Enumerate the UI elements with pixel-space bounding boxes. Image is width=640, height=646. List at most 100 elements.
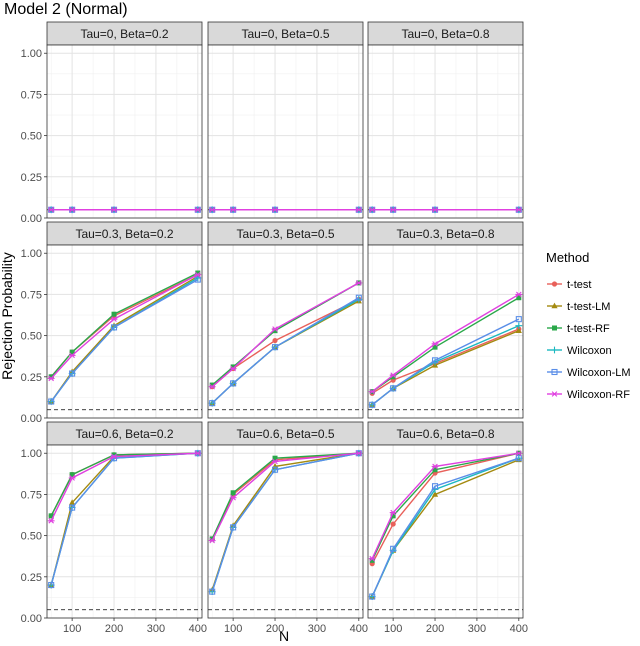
series-line — [371, 318, 520, 406]
data-point — [271, 206, 279, 213]
data-point-shape — [230, 490, 236, 496]
panel: Tau=0, Beta=0.8 — [367, 21, 524, 219]
series-line — [211, 452, 359, 540]
data-point — [431, 206, 439, 213]
legend-label: Wilcoxon-RF — [567, 389, 630, 401]
data-point — [431, 341, 439, 347]
data-point-shape — [390, 385, 397, 392]
panel-background — [208, 245, 363, 418]
panel-border — [367, 44, 524, 219]
panel-background — [47, 245, 202, 418]
y-tick-label: 0.25 — [21, 172, 42, 184]
data-point — [110, 453, 118, 460]
data-point-shape — [271, 326, 279, 332]
facet-strip-label: Tau=0.3, Beta=0.8 — [396, 227, 494, 241]
series-wilcoxon-rf — [368, 450, 523, 562]
data-point — [230, 490, 236, 496]
facet-strip-label: Tau=0, Beta=0.2 — [80, 27, 168, 41]
x-tick-label: 400 — [510, 623, 528, 635]
series-wilcoxon-rf — [47, 206, 202, 213]
panel-border — [207, 244, 364, 419]
y-tick-label: 1.00 — [21, 248, 42, 260]
series-line — [371, 452, 519, 559]
facet-strip-label: Tau=0.3, Beta=0.5 — [236, 227, 334, 241]
data-point-shape — [47, 518, 55, 524]
series-wilcoxon-rf — [368, 291, 523, 395]
series-line — [50, 278, 199, 402]
series-wilcoxon-lm — [369, 316, 522, 408]
legend-item: Wilcoxon — [546, 342, 612, 358]
data-point-shape — [69, 499, 76, 505]
panel: Tau=0.6, Beta=0.5 100 200 300 400 — [207, 421, 368, 635]
data-point — [69, 370, 76, 377]
series-line — [50, 272, 199, 378]
legend-label: Wilcoxon-LM — [567, 367, 631, 379]
series-line — [371, 452, 519, 561]
data-point-shape — [272, 328, 278, 334]
legend-key-marker — [551, 368, 558, 376]
legend-key-marker-shape — [551, 391, 558, 397]
data-point-shape — [389, 509, 397, 516]
legend-key-marker-shape — [552, 325, 557, 331]
data-point-shape — [194, 276, 201, 283]
data-point — [431, 491, 439, 497]
series-line — [50, 452, 198, 586]
data-point — [230, 380, 237, 387]
data-point — [369, 557, 375, 563]
data-point — [272, 455, 278, 461]
data-point — [69, 504, 76, 511]
y-tick-label: 0.25 — [21, 572, 42, 584]
legend-key-marker — [551, 346, 558, 354]
data-point-shape — [208, 206, 216, 213]
data-point-shape — [369, 401, 376, 408]
panel-background — [47, 45, 202, 218]
data-point — [68, 206, 76, 213]
data-point-shape — [110, 453, 118, 460]
data-point — [194, 206, 202, 213]
data-point — [272, 328, 278, 334]
panel: Tau=0.6, Beta=0.8 100 200 300 400 — [367, 421, 528, 635]
panel-background — [368, 245, 523, 418]
data-point-shape — [389, 372, 397, 378]
panel: Tau=0.6, Beta=0.2 0.00 0.25 0.50 0.75 1.00 100… — [21, 421, 207, 635]
y-tick-label: 1.00 — [21, 448, 42, 460]
data-point-shape — [271, 344, 279, 351]
data-point-shape — [48, 581, 55, 589]
facet-strip-label: Tau=0.6, Beta=0.8 — [396, 427, 494, 441]
data-point — [355, 450, 363, 457]
legend-key-marker — [552, 325, 557, 331]
data-point — [230, 364, 236, 370]
data-point-shape — [390, 545, 397, 552]
data-point-shape — [515, 450, 523, 457]
data-point-shape — [390, 521, 396, 527]
data-point — [355, 294, 362, 301]
panel: Tau=0, Beta=0.5 — [207, 21, 364, 219]
data-point-shape — [431, 491, 439, 497]
data-point — [368, 388, 376, 395]
chart-title: Model 2 (Normal) — [4, 1, 128, 18]
data-point — [516, 295, 522, 301]
data-point — [229, 365, 237, 372]
data-point — [390, 385, 397, 392]
data-point-shape — [431, 206, 439, 213]
data-point-shape — [271, 466, 279, 473]
data-point-shape — [369, 557, 375, 563]
data-point — [271, 466, 279, 473]
data-point — [208, 537, 216, 544]
panel-background — [208, 45, 363, 218]
data-point — [48, 513, 54, 519]
data-point-shape — [431, 357, 439, 364]
data-point — [432, 467, 438, 473]
series-wilcoxon-lm — [48, 276, 201, 405]
series-line — [50, 452, 198, 522]
data-point — [110, 324, 118, 331]
data-point — [389, 509, 397, 516]
data-point — [390, 521, 396, 527]
data-point — [69, 472, 75, 478]
data-point-shape — [431, 483, 439, 490]
data-point-shape — [355, 294, 362, 301]
data-point-shape — [368, 555, 376, 562]
panel-border — [367, 444, 524, 619]
legend: Method t-test t-test-LM t-test-RF Wilcoxon W… — [546, 250, 631, 402]
data-point-shape — [230, 380, 237, 387]
